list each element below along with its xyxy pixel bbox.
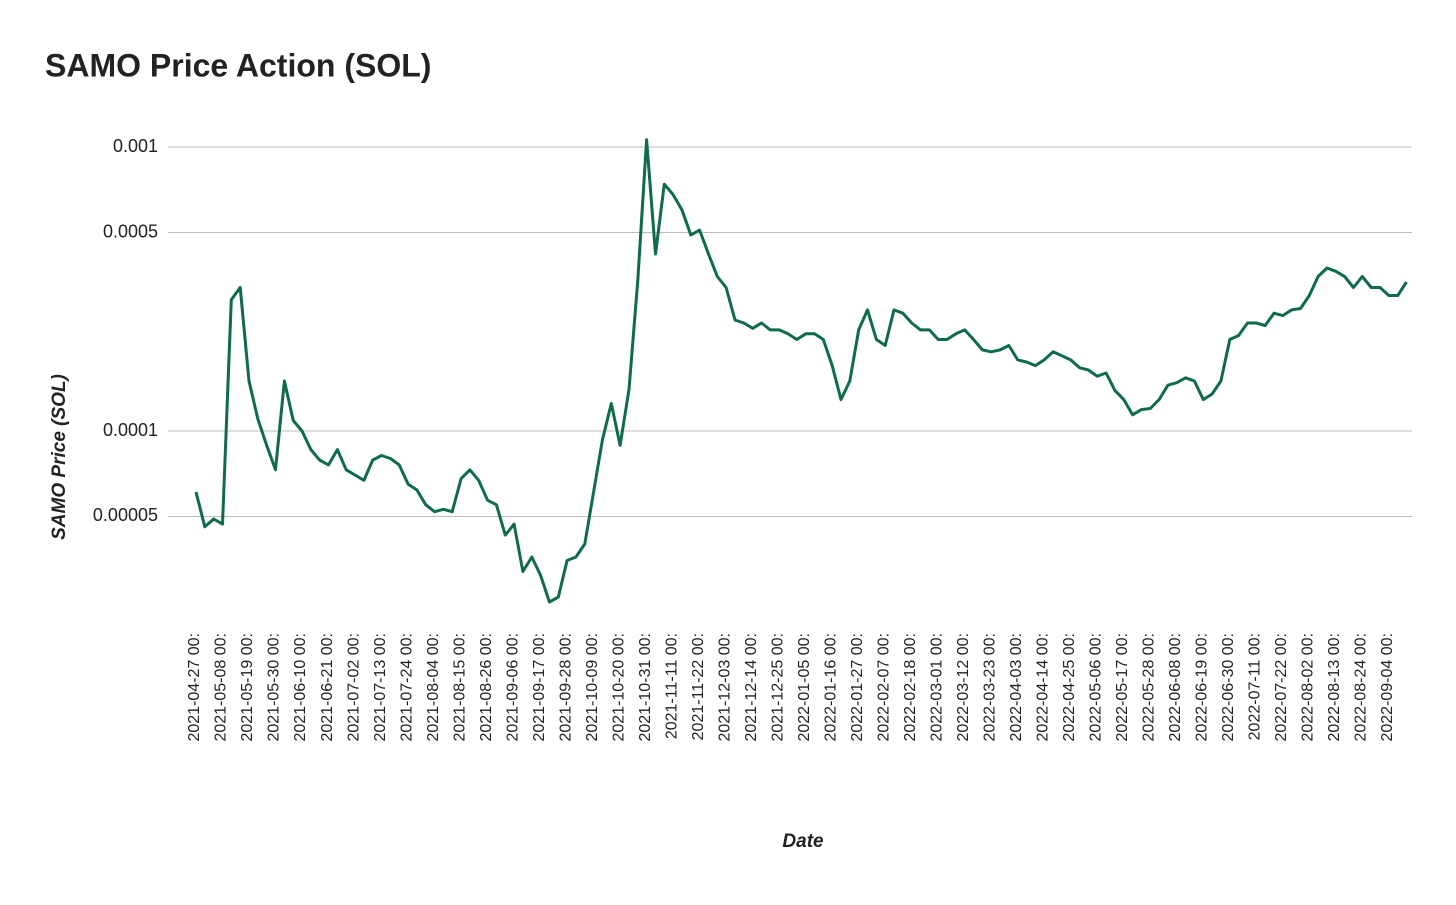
y-tick-label: 0.001 bbox=[113, 136, 158, 156]
x-tick-label: 2022-04-03 00: bbox=[1008, 633, 1025, 742]
x-tick-label: 2021-10-09 00: bbox=[584, 633, 601, 742]
x-tick-label: 2021-04-27 00: bbox=[186, 633, 203, 742]
x-tick-label: 2022-04-14 00: bbox=[1034, 633, 1051, 742]
x-tick-label: 2021-08-26 00: bbox=[478, 633, 495, 742]
x-tick-label: 2021-08-04 00: bbox=[425, 633, 442, 742]
x-tick-label: 2021-05-30 00: bbox=[266, 633, 283, 742]
x-tick-label: 2021-07-02 00: bbox=[345, 633, 362, 742]
x-tick-label: 2021-12-03 00: bbox=[716, 633, 733, 742]
x-tick-label: 2022-08-24 00: bbox=[1353, 633, 1370, 742]
x-tick-label: 2022-08-02 00: bbox=[1300, 633, 1317, 742]
x-tick-label: 2022-01-27 00: bbox=[849, 633, 866, 742]
x-tick-label: 2022-02-07 00: bbox=[875, 633, 892, 742]
x-tick-label: 2022-08-13 00: bbox=[1326, 633, 1343, 742]
x-tick-label: 2022-06-30 00: bbox=[1220, 633, 1237, 742]
x-tick-label: 2021-07-13 00: bbox=[372, 633, 389, 742]
x-tick-label: 2021-09-28 00: bbox=[557, 633, 574, 742]
y-tick-label: 0.0001 bbox=[103, 420, 158, 440]
x-tick-label: 2022-09-04 00: bbox=[1379, 633, 1396, 742]
y-axis-title: SAMO Price (SOL) bbox=[49, 374, 70, 540]
y-tick-label: 0.00005 bbox=[93, 505, 158, 525]
x-tick-label: 2021-09-06 00: bbox=[504, 633, 521, 742]
x-tick-label: 2021-12-14 00: bbox=[743, 633, 760, 742]
x-tick-label: 2021-05-19 00: bbox=[239, 633, 256, 742]
x-tick-label: 2022-05-06 00: bbox=[1087, 633, 1104, 742]
x-tick-label: 2022-01-05 00: bbox=[796, 633, 813, 742]
x-tick-label: 2021-11-22 00: bbox=[690, 633, 707, 740]
x-tick-label: 2021-06-10 00: bbox=[292, 633, 309, 742]
x-tick-label: 2022-02-18 00: bbox=[902, 633, 919, 742]
x-tick-label: 2022-03-23 00: bbox=[981, 633, 998, 742]
chart-title: SAMO Price Action (SOL) bbox=[45, 47, 431, 83]
x-tick-label: 2021-07-24 00: bbox=[398, 633, 415, 742]
x-tick-label: 2022-03-01 00: bbox=[928, 633, 945, 742]
x-tick-label: 2022-05-17 00: bbox=[1114, 633, 1131, 742]
x-tick-label: 2022-06-19 00: bbox=[1193, 633, 1210, 742]
x-tick-label: 2022-07-11 00: bbox=[1247, 633, 1264, 740]
x-tick-label: 2021-05-08 00: bbox=[213, 633, 230, 742]
x-tick-label: 2022-03-12 00: bbox=[955, 633, 972, 742]
x-tick-label: 2021-09-17 00: bbox=[531, 633, 548, 742]
x-tick-label: 2022-04-25 00: bbox=[1061, 633, 1078, 742]
x-tick-label: 2021-06-21 00: bbox=[319, 633, 336, 742]
x-tick-label: 2022-07-22 00: bbox=[1273, 633, 1290, 742]
x-tick-label: 2022-06-08 00: bbox=[1167, 633, 1184, 742]
x-tick-label: 2022-01-16 00: bbox=[822, 633, 839, 742]
y-tick-label: 0.0005 bbox=[103, 221, 158, 241]
x-tick-label: 2021-12-25 00: bbox=[769, 633, 786, 742]
price-line bbox=[194, 138, 1408, 604]
x-tick-label: 2022-05-28 00: bbox=[1140, 633, 1157, 742]
x-tick-label: 2021-10-31 00: bbox=[637, 633, 654, 742]
x-tick-label: 2021-08-15 00: bbox=[451, 633, 468, 742]
x-tick-label: 2021-10-20 00: bbox=[610, 633, 627, 742]
x-tick-label: 2021-11-11 00: bbox=[663, 633, 680, 739]
x-axis-title: Date bbox=[782, 831, 824, 852]
